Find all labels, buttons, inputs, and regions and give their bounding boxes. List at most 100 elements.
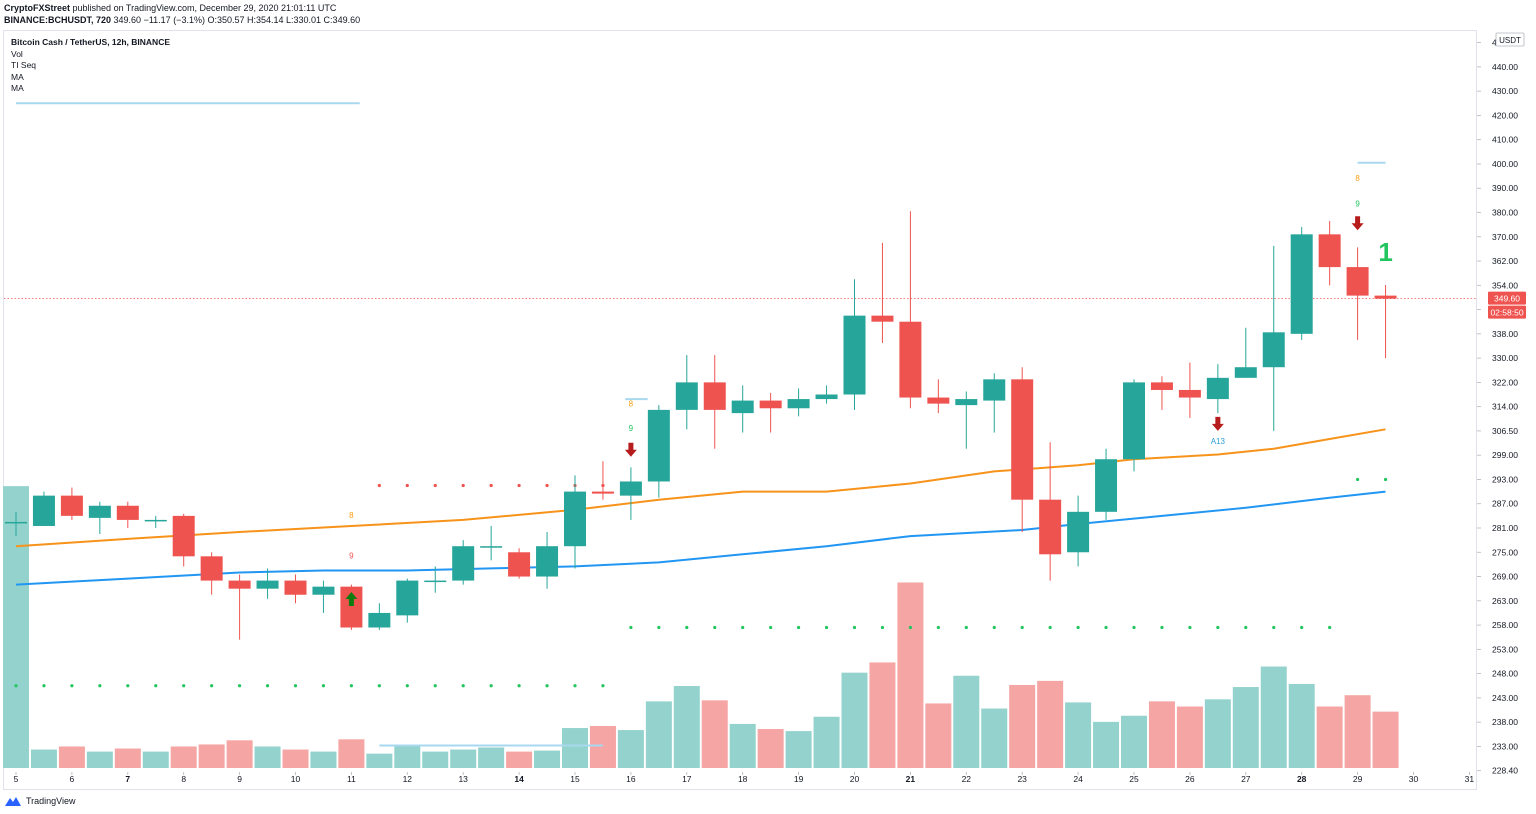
y-tick-label: 430.00	[1492, 86, 1518, 96]
candle	[480, 525, 503, 561]
volume-bar	[478, 747, 505, 768]
ma-slow-line	[15, 490, 1386, 586]
volume-bar	[589, 725, 616, 768]
volume-bar	[1260, 666, 1287, 768]
candle-body	[88, 505, 111, 518]
candle	[312, 580, 335, 613]
sequential-dot	[629, 625, 633, 630]
legend-indicator-tiseq[interactable]: TI Seq	[11, 60, 37, 70]
sequential-dot	[1160, 625, 1164, 630]
volume-bar	[953, 675, 980, 768]
last-price-tag	[1488, 291, 1526, 305]
candle-body	[228, 580, 251, 589]
volume-bar	[254, 746, 281, 768]
candle	[787, 388, 810, 417]
candle	[60, 487, 83, 520]
volume-bar	[58, 746, 85, 768]
candle-body	[424, 580, 447, 583]
legend-indicator-vol[interactable]: Vol	[11, 48, 23, 59]
candle	[591, 461, 614, 500]
publisher-name[interactable]: CryptoFXStreet	[4, 3, 71, 13]
x-tick-label: 14	[514, 774, 524, 784]
volume-bar	[1176, 706, 1203, 768]
sequential-dot	[1300, 625, 1304, 630]
last-price-label: 349.60	[1494, 294, 1520, 304]
legend-indicator-ma-1[interactable]: MA	[11, 71, 24, 82]
footer-brand[interactable]: TradingView	[4, 795, 76, 807]
sequential-dot	[1328, 625, 1332, 630]
buy-arrow-icon	[345, 592, 358, 607]
sequential-dot	[992, 625, 996, 630]
volume-bar	[785, 731, 812, 768]
candle-body	[340, 586, 363, 628]
candle	[1234, 327, 1257, 378]
sequential-dot	[1244, 625, 1248, 630]
ohlc-values: O:350.57 H:354.14 L:330.01 C:349.60	[207, 15, 361, 25]
volume-bar	[757, 729, 784, 768]
published-text: published on TradingView.com, December 2…	[72, 3, 337, 13]
candle	[871, 242, 894, 343]
volume-bar	[1316, 706, 1343, 768]
x-tick-label: 9	[237, 774, 242, 784]
sequential-dot	[238, 684, 242, 688]
volume-bar	[925, 703, 952, 768]
y-tick-label: 253.00	[1492, 644, 1518, 654]
candle	[508, 548, 531, 579]
y-tick-label: 420.00	[1492, 110, 1518, 120]
candle-body	[5, 521, 27, 524]
sequential-dot	[14, 684, 18, 688]
x-tick-label: 23	[1017, 774, 1027, 784]
candle-body	[843, 315, 866, 395]
countdown-tag	[1488, 305, 1526, 319]
candle	[1290, 227, 1313, 340]
sequential-dot	[685, 625, 689, 630]
sequential-count-label: 8	[1355, 174, 1360, 183]
sequential-dot	[517, 483, 521, 488]
volume-bar	[701, 700, 728, 768]
y-tick-label: 314.00	[1492, 402, 1518, 412]
candle-body	[1150, 382, 1173, 390]
candle-body	[452, 546, 475, 581]
y-tick-label: 233.00	[1492, 741, 1518, 751]
sequential-dot	[98, 684, 102, 688]
sequential-dot	[1020, 625, 1024, 630]
sequential-dot	[852, 625, 857, 630]
volume-bar	[813, 716, 840, 768]
candle	[32, 491, 55, 526]
sequential-dot	[70, 684, 74, 688]
sequential-dot	[321, 684, 326, 688]
candle-body	[200, 556, 223, 581]
sequential-dot	[461, 684, 465, 688]
volume-bar	[1232, 687, 1259, 768]
candle-body	[396, 580, 419, 616]
volume-bar	[981, 708, 1008, 768]
legend-indicator-ma-2[interactable]: MA	[11, 83, 24, 93]
volume-bar	[282, 749, 309, 768]
candle-body	[1095, 459, 1118, 512]
x-tick-label: 28	[1297, 774, 1307, 784]
volume-bar	[394, 746, 421, 768]
sequential-dot	[601, 684, 605, 688]
sequential-dot	[489, 684, 493, 688]
candle-body	[508, 552, 531, 577]
volume-bar	[534, 750, 561, 768]
sequential-dot	[405, 483, 409, 488]
y-tick-label: 258.00	[1492, 620, 1518, 630]
sequential-dot	[1383, 477, 1388, 482]
volume-bar	[562, 728, 588, 768]
sequential-dot	[573, 684, 577, 688]
sequential-dot	[880, 625, 885, 630]
y-tick-label: 281.00	[1492, 523, 1518, 533]
sequential-dot	[1356, 477, 1360, 482]
candle	[843, 279, 866, 410]
y-tick-label: 248.00	[1492, 669, 1518, 679]
symbol-header: BINANCE:BCHUSDT, 720 349.60 −11.17 (−3.1…	[4, 15, 360, 25]
volume-bar	[226, 740, 253, 768]
candle	[1262, 245, 1285, 431]
volume-bar	[617, 730, 644, 768]
x-tick-label: 22	[962, 774, 972, 784]
candle	[1150, 376, 1173, 410]
countdown-label: 02:58:50	[1490, 308, 1523, 318]
countdown-count-label: 1	[1378, 237, 1392, 267]
